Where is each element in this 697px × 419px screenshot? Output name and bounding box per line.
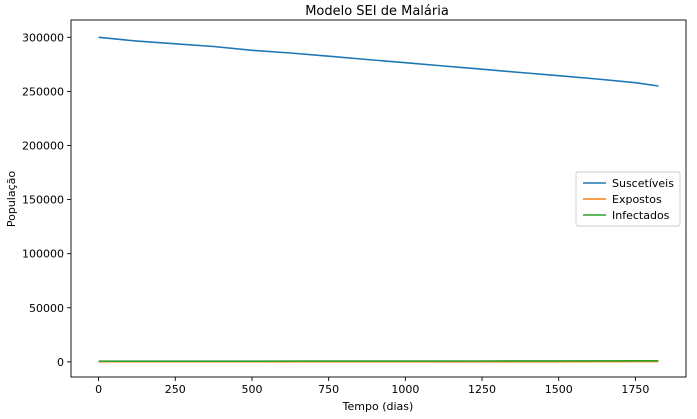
y-axis-label: População — [5, 171, 18, 228]
x-tick-label: 250 — [165, 383, 186, 396]
x-tick-label: 1250 — [468, 383, 496, 396]
y-axis-ticks: 0 50000 100000 150000 200000 250000 300000 — [22, 31, 71, 369]
legend-label-suscetiveis: Suscetíveis — [612, 177, 674, 190]
y-tick-label: 100000 — [22, 248, 64, 261]
x-tick-label: 1500 — [545, 383, 573, 396]
chart-title: Modelo SEI de Malária — [305, 4, 449, 19]
legend-label-expostos: Expostos — [612, 193, 662, 206]
legend-label-infectados: Infectados — [612, 209, 670, 222]
plot-lines — [98, 36, 659, 363]
y-tick-label: 150000 — [22, 194, 64, 207]
x-tick-label: 1750 — [621, 383, 649, 396]
legend: Suscetíveis Expostos Infectados — [575, 171, 681, 227]
y-tick-label: 300000 — [22, 31, 64, 44]
x-tick-label: 500 — [241, 383, 262, 396]
x-tick-label: 1000 — [391, 383, 419, 396]
y-tick-label: 0 — [57, 356, 64, 369]
y-tick-label: 200000 — [22, 139, 64, 152]
x-axis-ticks: 0 250 500 750 1000 1250 1500 1750 — [95, 377, 649, 396]
plot-frame — [70, 19, 687, 378]
x-axis-label: Tempo (dias) — [342, 400, 414, 413]
series-line-suscetiveis — [98, 36, 659, 87]
x-tick-label: 750 — [318, 383, 339, 396]
y-tick-label: 250000 — [22, 85, 64, 98]
y-tick-label: 50000 — [29, 302, 64, 315]
legend-box — [575, 171, 681, 227]
x-tick-label: 0 — [95, 383, 102, 396]
